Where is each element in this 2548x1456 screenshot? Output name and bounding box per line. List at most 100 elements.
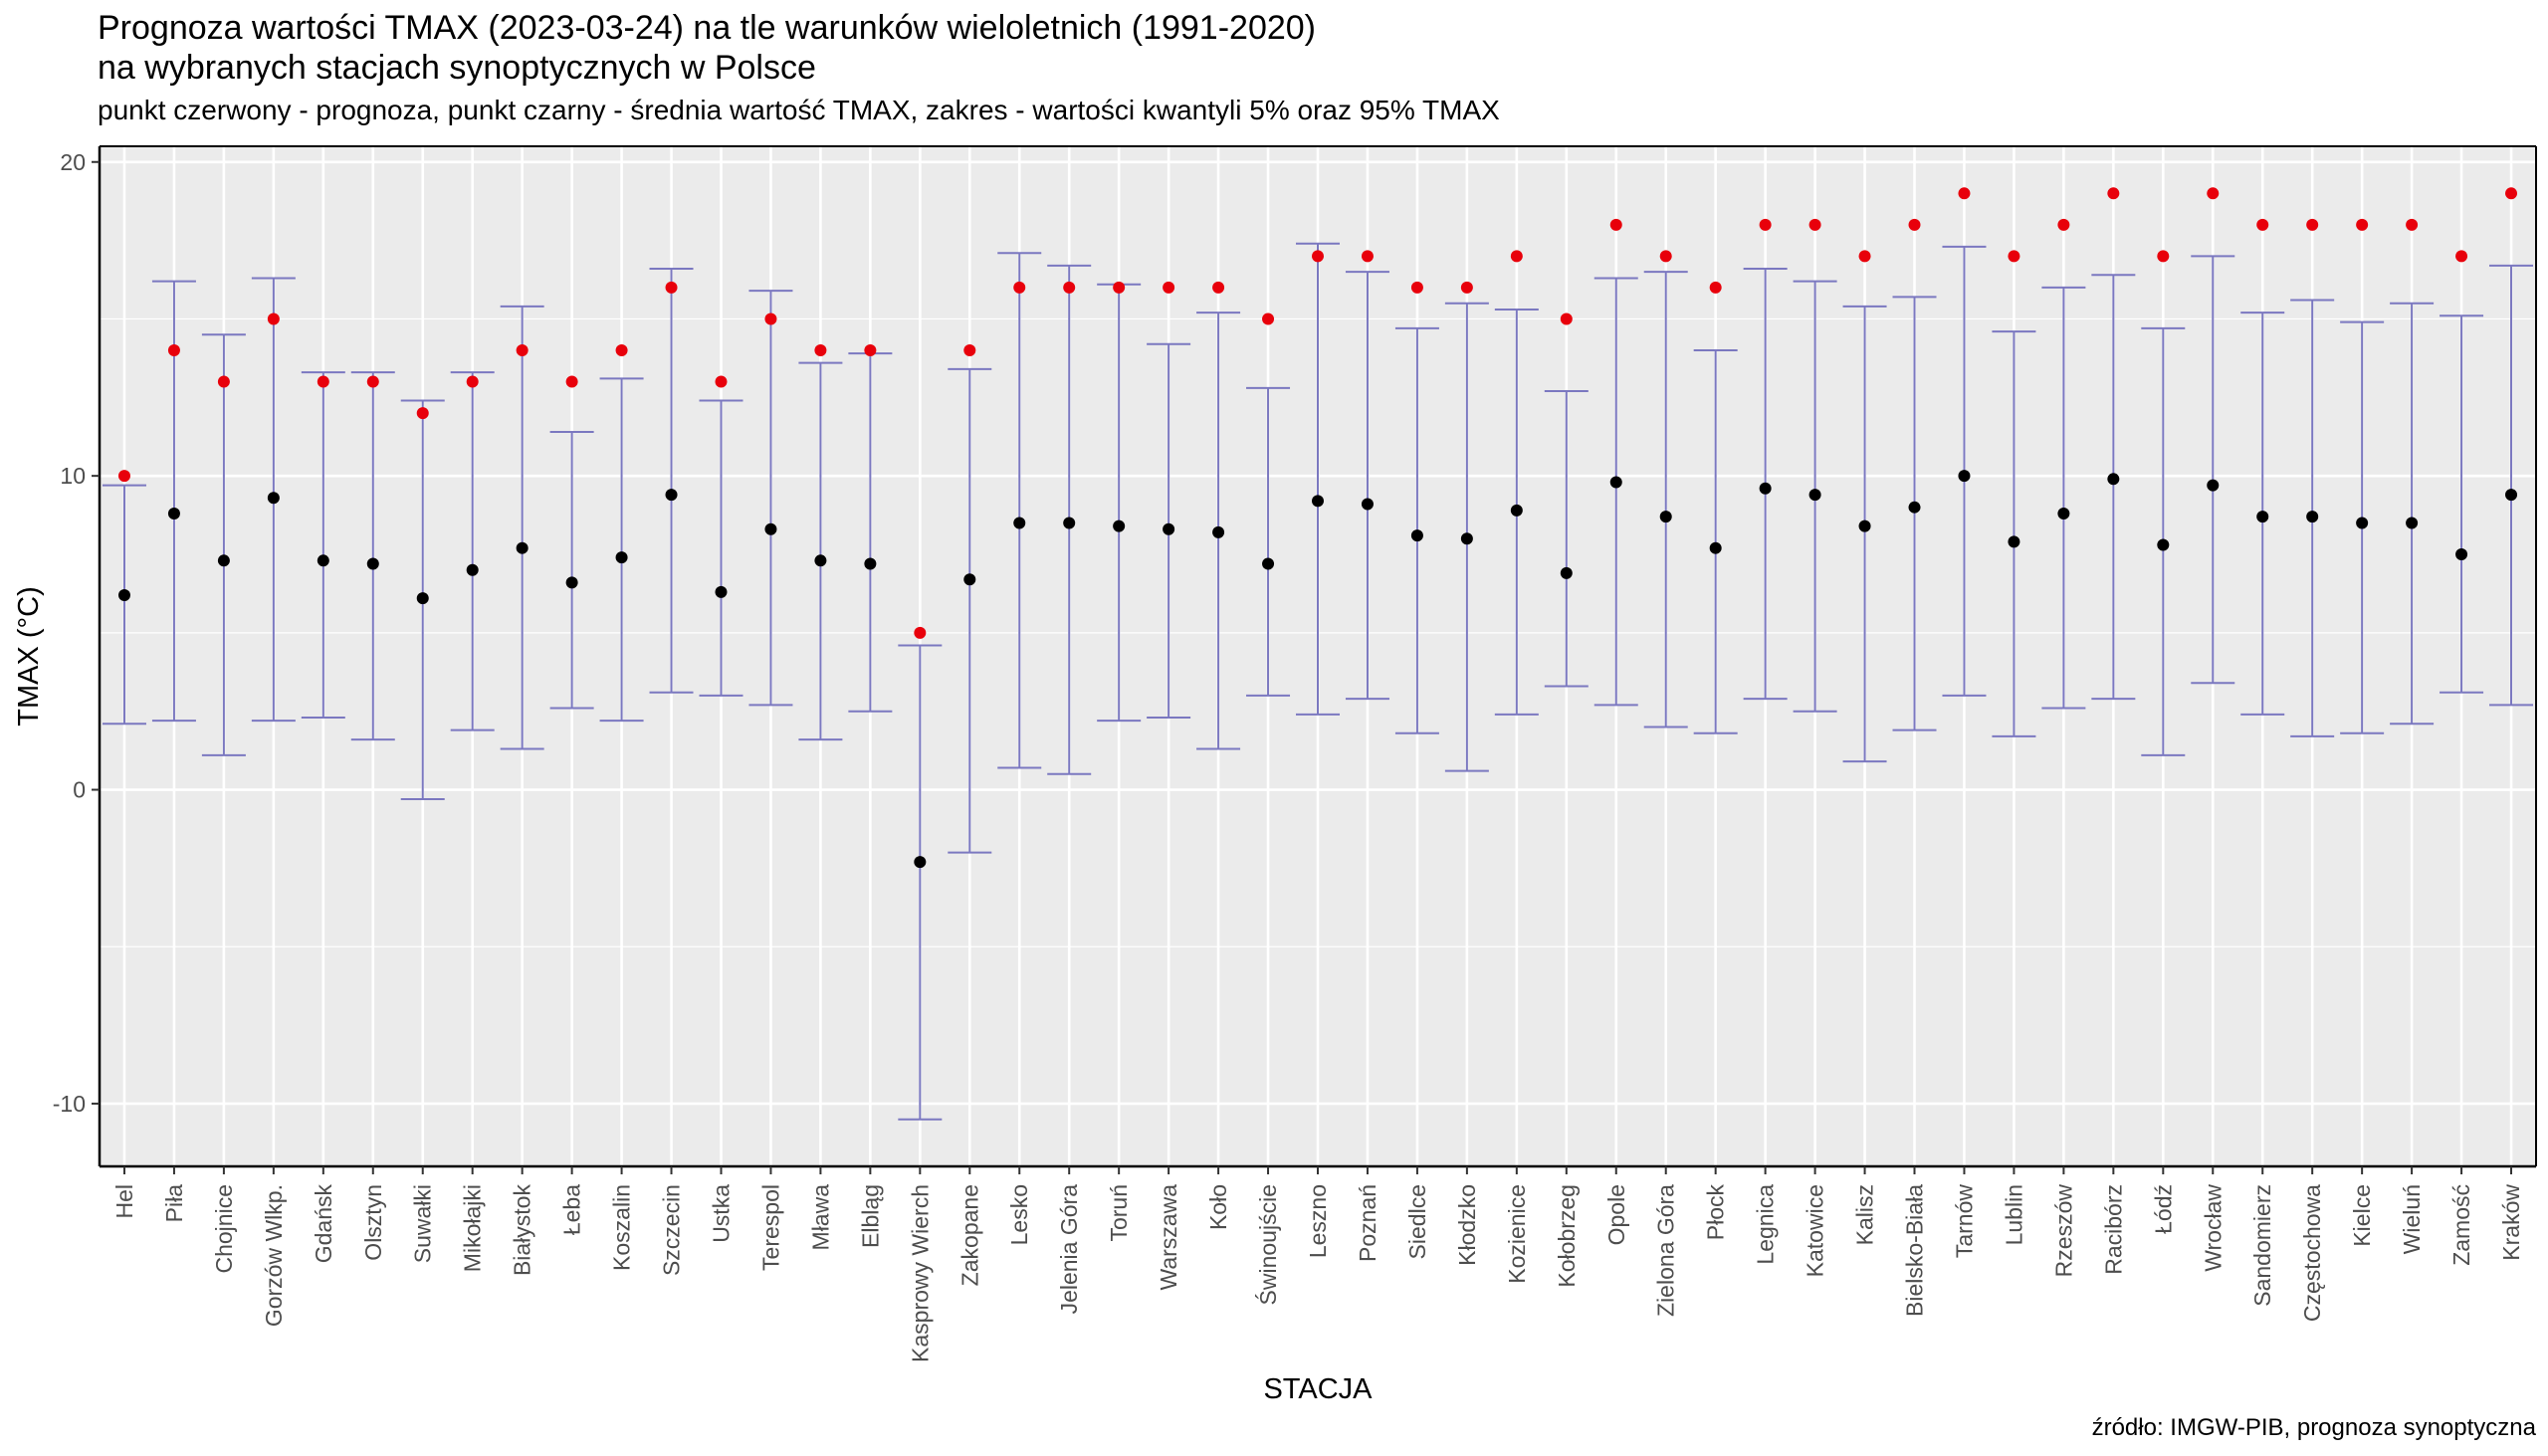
error-bar — [1593, 277, 1638, 707]
mean-point — [167, 508, 180, 520]
mean-point — [2256, 511, 2269, 523]
x-tick-label: Częstochowa — [2299, 1184, 2325, 1322]
forecast-point — [715, 375, 728, 388]
mean-point — [2455, 548, 2468, 560]
mean-point — [1858, 520, 1871, 532]
forecast-point — [267, 312, 280, 325]
error-bar — [350, 371, 395, 741]
axes — [92, 145, 2537, 1174]
forecast-point — [2207, 187, 2220, 200]
forecast-point — [466, 375, 479, 388]
mean-point — [2157, 538, 2170, 551]
forecast-point — [2057, 218, 2070, 231]
mean-point — [1361, 498, 1374, 511]
error-bar — [997, 252, 1042, 769]
mean-point — [1609, 476, 1622, 489]
forecast-point — [1659, 250, 1672, 263]
error-bar — [1345, 271, 1389, 701]
mean-point — [814, 554, 827, 567]
x-tick-label: Gdańsk — [311, 1184, 336, 1264]
mean-point — [267, 492, 280, 505]
y-tick-label: -10 — [53, 1091, 86, 1117]
forecast-point — [914, 626, 927, 639]
forecast-point — [1113, 281, 1126, 294]
forecast-point — [1510, 250, 1523, 263]
x-tick-label: Świnoujście — [1254, 1184, 1281, 1305]
forecast-point — [615, 344, 628, 356]
error-bar — [1693, 349, 1738, 734]
forecast-point — [1460, 281, 1473, 294]
x-tick-label: Mikołajki — [460, 1184, 486, 1272]
y-tick-label: 10 — [60, 463, 86, 489]
mean-point — [864, 557, 877, 570]
x-tick-label: Chojnice — [211, 1184, 237, 1274]
mean-point — [117, 589, 130, 601]
forecast-point — [1609, 218, 1622, 231]
mean-points — [117, 470, 2518, 869]
error-bar — [1544, 390, 1589, 688]
mean-point — [1063, 517, 1076, 529]
x-tick-label: Kalisz — [1852, 1184, 1878, 1245]
forecast-point — [1410, 281, 1423, 294]
mean-point — [217, 554, 230, 567]
error-bar — [2191, 255, 2235, 685]
forecast-point — [2356, 218, 2369, 231]
x-tick-label: Gorzów Wlkp. — [261, 1184, 287, 1327]
forecast-point — [366, 375, 379, 388]
forecast-point — [864, 344, 877, 356]
error-bar — [301, 371, 345, 719]
x-tick-label: Opole — [1603, 1184, 1629, 1245]
x-tick-label: Warszawa — [1156, 1184, 1181, 1291]
x-tick-label: Racibórz — [2100, 1184, 2126, 1275]
forecast-point — [317, 375, 329, 388]
mean-point — [615, 551, 628, 564]
forecast-point — [1560, 312, 1573, 325]
x-tick-label: Hel — [111, 1184, 137, 1219]
x-tick-label: Sandomierz — [2249, 1184, 2275, 1307]
mean-point — [2057, 508, 2070, 520]
forecast-point — [565, 375, 578, 388]
x-tick-label: Kasprowy Wierch — [907, 1184, 933, 1362]
mean-point — [565, 576, 578, 589]
forecast-point — [167, 344, 180, 356]
x-tick-labels: Hel Piła Chojnice Gorzów Wlkp. Gdańsk Olsztyn… — [111, 1184, 2524, 1362]
forecast-point — [2157, 250, 2170, 263]
forecast-point — [1262, 312, 1275, 325]
forecast-point — [963, 344, 976, 356]
error-bar — [1296, 242, 1340, 716]
error-bar — [1842, 305, 1887, 763]
forecast-point — [416, 407, 429, 420]
x-tick-label: Suwałki — [410, 1184, 436, 1263]
mean-point — [1709, 541, 1722, 554]
forecast-point — [2505, 187, 2518, 200]
mean-point — [1510, 504, 1523, 517]
x-tick-label: Kielce — [2349, 1184, 2375, 1247]
mean-point — [1113, 520, 1126, 532]
error-bar — [2489, 264, 2534, 707]
forecast-point — [2107, 187, 2120, 200]
forecast-point — [2406, 218, 2419, 231]
mean-point — [2107, 473, 2120, 486]
forecast-point — [1808, 218, 1821, 231]
mean-point — [1410, 529, 1423, 542]
mean-point — [1908, 501, 1921, 514]
error-bar — [2440, 314, 2484, 694]
mean-point — [416, 592, 429, 605]
y-tick-label: 0 — [73, 777, 86, 803]
forecast-point — [814, 344, 827, 356]
error-bar — [649, 268, 694, 694]
forecast-point — [1858, 250, 1871, 263]
mean-point — [715, 585, 728, 598]
forecast-point — [764, 312, 777, 325]
error-bar — [201, 333, 246, 756]
forecast-point — [1163, 281, 1175, 294]
mean-point — [1560, 566, 1573, 579]
x-tick-label: Poznań — [1355, 1184, 1380, 1262]
x-tick-label: Kłodzko — [1454, 1184, 1480, 1266]
mean-point — [1212, 525, 1225, 538]
mean-point — [466, 563, 479, 576]
forecast-point — [217, 375, 230, 388]
mean-point — [366, 557, 379, 570]
error-bar — [102, 484, 146, 726]
mean-point — [2306, 511, 2319, 523]
